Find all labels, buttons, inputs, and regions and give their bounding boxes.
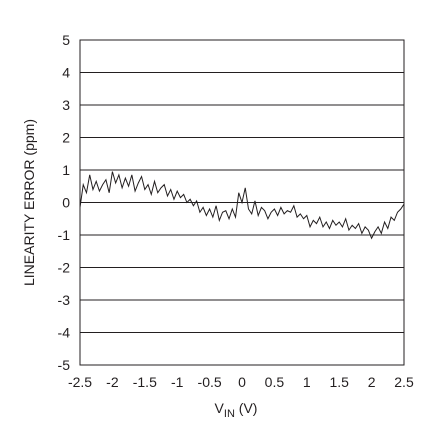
x-axis-label: VIN (V) xyxy=(215,400,258,420)
x-tick-label: -2 xyxy=(106,374,119,390)
y-tick-label: -1 xyxy=(58,227,71,243)
y-axis-label: LINEARITY ERROR (ppm) xyxy=(21,119,37,286)
x-tick-label: -2.5 xyxy=(68,374,92,390)
y-tick-label: 2 xyxy=(62,130,70,146)
x-tick-labels: -2.5 -2 -1.5 -1 -0.5 0 0.5 1 1.5 2 2.5 xyxy=(68,374,414,390)
x-axis-label-subscript: IN xyxy=(224,408,235,420)
x-tick-label: 0 xyxy=(238,374,246,390)
x-tick-label: -1 xyxy=(171,374,184,390)
x-tick-label: 1.5 xyxy=(329,374,349,390)
x-axis-label-main: V xyxy=(215,400,225,416)
x-axis-label-unit: (V) xyxy=(235,400,258,416)
x-tick-label: 0.5 xyxy=(265,374,285,390)
y-tick-label: 0 xyxy=(62,195,70,211)
series-line xyxy=(79,171,405,240)
y-tick-label: 4 xyxy=(62,65,70,81)
y-tick-label: -2 xyxy=(58,260,71,276)
x-tick-label: -0.5 xyxy=(198,374,222,390)
plot-frame xyxy=(79,39,405,366)
y-tick-label: 5 xyxy=(62,32,70,48)
y-tick-label: -5 xyxy=(58,357,71,373)
y-tick-label: -3 xyxy=(58,292,71,308)
x-tick-label: 1 xyxy=(303,374,311,390)
x-tick-label: 2.5 xyxy=(394,374,414,390)
y-tick-labels: -5 -4 -3 -2 -1 0 1 2 3 4 5 xyxy=(58,32,71,373)
y-tick-label: 1 xyxy=(62,162,70,178)
y-tick-label: 3 xyxy=(62,97,70,113)
x-tick-label: -1.5 xyxy=(133,374,157,390)
y-tick-label: -4 xyxy=(58,325,71,341)
x-tick-label: 2 xyxy=(368,374,376,390)
